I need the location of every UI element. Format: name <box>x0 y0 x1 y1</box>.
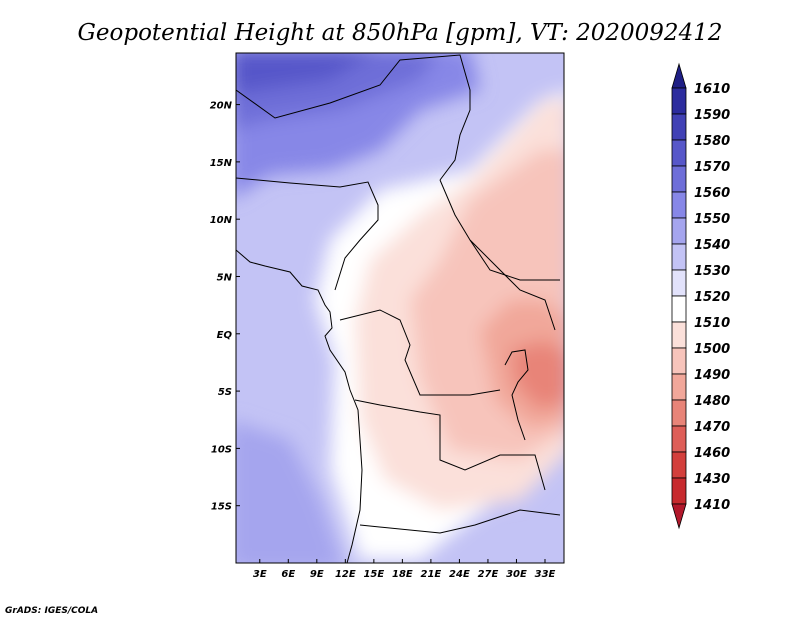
colorbar-segment <box>671 243 687 271</box>
y-tick-label: 5N <box>217 272 233 283</box>
colorbar-segment <box>671 373 687 401</box>
colorbar-segment <box>671 217 687 245</box>
colorbar-segment <box>671 113 687 141</box>
plot-frame <box>235 52 565 564</box>
colorbar-min-arrow <box>671 503 687 530</box>
y-tick-label: 15S <box>211 502 232 513</box>
credit-label: GrADS: IGES/COLA <box>5 606 98 616</box>
y-axis: 20N 15N 10N 5N EQ 5S 10S 15S <box>210 101 240 513</box>
colorbar-label: 1460 <box>694 446 730 461</box>
colorbar-segment <box>671 321 687 349</box>
colorbar-label: 1540 <box>694 238 730 253</box>
colorbar-segment <box>671 477 687 505</box>
x-axis: 3E 6E 9E 12E 15E 18E 21E 24E 27E 30E 33E <box>253 559 556 580</box>
colorbar-label: 1570 <box>694 160 730 175</box>
colorbar-segment <box>671 451 687 479</box>
colorbar-label: 1490 <box>694 368 730 383</box>
y-tick-label: 5S <box>218 387 232 398</box>
border-south <box>359 509 561 534</box>
colorbar-segment <box>671 269 687 297</box>
coastlines-and-borders <box>236 54 561 563</box>
y-tick-label: EQ <box>217 330 233 341</box>
x-tick-label: 6E <box>281 569 295 580</box>
colorbar-label: 1410 <box>694 498 730 513</box>
colorbar-label: 1480 <box>694 394 730 409</box>
colorbar-max-arrow <box>671 62 687 89</box>
colorbar-segment <box>671 191 687 219</box>
y-tick-label: 10N <box>210 215 233 226</box>
map-area <box>236 53 564 563</box>
colorbar-segment <box>671 165 687 193</box>
colorbar-segment <box>671 425 687 453</box>
colorbar-label: 1520 <box>694 290 730 305</box>
colorbar-label: 1550 <box>694 212 730 227</box>
chart-title: Geopotential Height at 850hPa [gpm], VT:… <box>78 20 723 46</box>
x-tick-label: 33E <box>535 569 556 580</box>
colorbar-segment <box>671 87 687 115</box>
border-angola-zambia <box>354 399 546 491</box>
colorbar-label: 1530 <box>694 264 730 279</box>
contour-fill-layer <box>236 53 564 563</box>
colorbar-label: 1610 <box>694 82 730 97</box>
band-1470 <box>510 340 564 410</box>
x-tick-label: 24E <box>449 569 470 580</box>
coastline-west-africa <box>236 249 363 563</box>
colorbar-label: 1430 <box>694 472 730 487</box>
border-chad-sudan <box>439 179 560 281</box>
colorbar-segment <box>671 295 687 323</box>
colorbar-segment <box>671 347 687 375</box>
colorbar-label: 1590 <box>694 108 730 123</box>
colorbar-label: 1500 <box>694 342 730 357</box>
x-tick-label: 18E <box>392 569 413 580</box>
x-tick-label: 21E <box>421 569 442 580</box>
coastline-east-lakes <box>504 349 529 441</box>
colorbar: 1610 1590 1580 1570 1560 1550 1540 1530 1520 1510… <box>671 62 730 530</box>
x-tick-label: 30E <box>506 569 527 580</box>
colorbar-segment <box>671 139 687 167</box>
x-tick-label: 27E <box>478 569 499 580</box>
colorbar-label: 1580 <box>694 134 730 149</box>
colorbar-label: 1470 <box>694 420 730 435</box>
border-nigeria-cameroon <box>236 177 379 291</box>
band-1570 <box>236 53 373 94</box>
x-tick-label: 3E <box>253 569 267 580</box>
x-tick-label: 12E <box>335 569 356 580</box>
x-tick-label: 9E <box>310 569 324 580</box>
y-tick-label: 15N <box>210 158 233 169</box>
colorbar-label: 1510 <box>694 316 730 331</box>
border-sahel <box>236 54 471 181</box>
y-tick-label: 20N <box>210 101 233 112</box>
y-tick-label: 10S <box>211 444 232 455</box>
border-east <box>469 239 556 331</box>
border-congo <box>339 309 501 396</box>
colorbar-segment <box>671 399 687 427</box>
x-tick-label: 15E <box>363 569 384 580</box>
band-1540-south <box>236 422 343 563</box>
colorbar-label: 1560 <box>694 186 730 201</box>
